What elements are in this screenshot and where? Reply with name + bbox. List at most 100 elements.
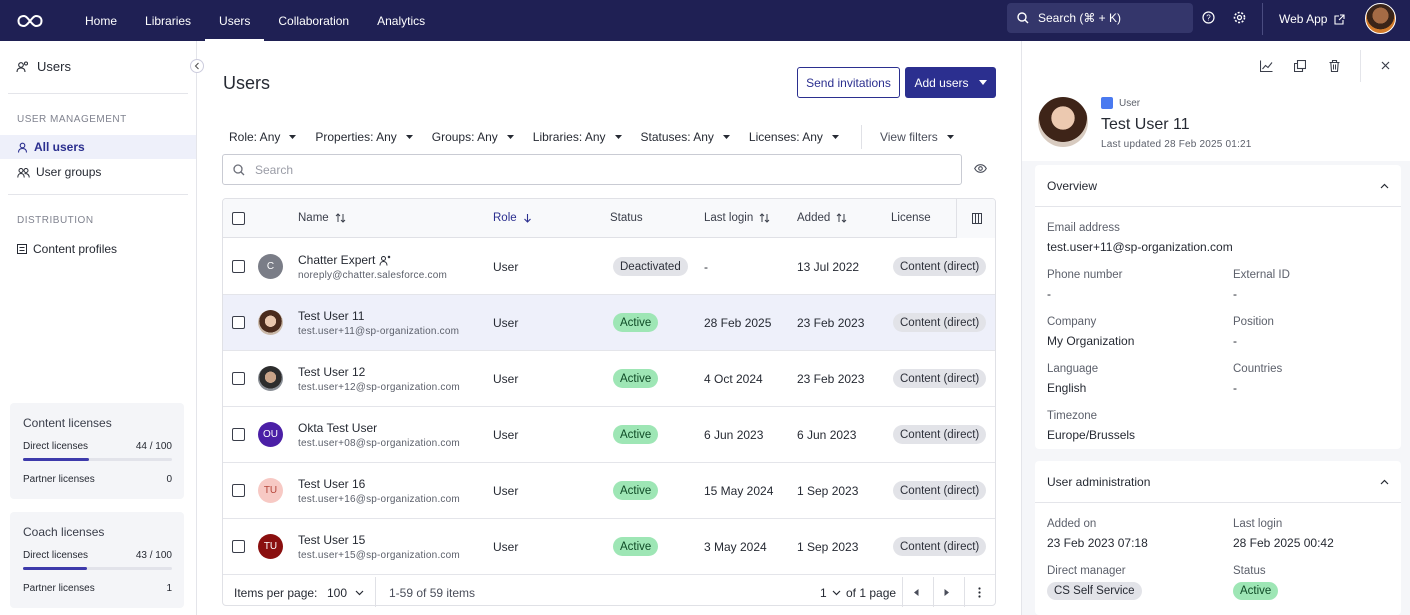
caret-down-icon [831, 135, 839, 139]
email-value: test.user+11@sp-organization.com [1047, 240, 1233, 254]
search-input[interactable] [255, 162, 935, 177]
row-checkbox[interactable] [232, 428, 245, 441]
row-checkbox[interactable] [232, 316, 245, 329]
column-status[interactable]: Status [610, 212, 643, 224]
filter-statuses[interactable]: Statuses: Any [641, 130, 730, 144]
user-name[interactable]: Okta Test User [298, 421, 378, 435]
status-badge: Active [613, 425, 659, 444]
help-icon[interactable]: ? [1202, 11, 1215, 24]
left-sidebar: Users USER MANAGEMENT All users User gro… [0, 41, 204, 615]
prev-page-button[interactable] [914, 589, 919, 596]
user-name[interactable]: Test User 11 [298, 309, 365, 323]
added-date: 23 Feb 2023 [797, 316, 865, 330]
global-search[interactable]: Search (⌘ + K) [1007, 3, 1193, 33]
web-app-link[interactable]: Web App [1279, 12, 1346, 26]
direct-manager-label: Direct manager [1047, 565, 1126, 577]
caret-down-icon [722, 135, 730, 139]
user-name[interactable]: Test User 12 [298, 365, 366, 379]
direct-manager-chip[interactable]: CS Self Service [1047, 582, 1142, 600]
caret-down-icon [405, 135, 413, 139]
user-administration-header[interactable]: User administration [1035, 461, 1401, 503]
nav-home[interactable]: Home [85, 13, 118, 28]
filter-role[interactable]: Role: Any [229, 130, 297, 144]
panel-user-header: User Test User 11 Last updated 28 Feb 20… [1022, 93, 1410, 161]
countries-label: Countries [1233, 363, 1283, 375]
last-login: 28 Feb 2025 [704, 316, 772, 330]
users-icon [16, 61, 29, 73]
user-name[interactable]: Test User 15 [298, 533, 366, 547]
caret-down-icon [614, 135, 622, 139]
page-number: 1 [820, 586, 827, 600]
page-select[interactable]: 1 [820, 586, 841, 600]
select-all-checkbox[interactable] [232, 212, 245, 225]
row-checkbox[interactable] [232, 372, 245, 385]
column-role[interactable]: Role [493, 212, 532, 224]
app-logo-icon[interactable] [17, 14, 47, 28]
users-table: Name Role Status Last login Added Licens… [222, 198, 996, 606]
send-invitations-button[interactable]: Send invitations [797, 67, 900, 98]
filter-properties[interactable]: Properties: Any [315, 130, 413, 144]
current-user-avatar[interactable] [1365, 3, 1396, 34]
nav-users[interactable]: Users [205, 0, 265, 41]
caret-down-icon [946, 135, 954, 139]
sidebar-title: Users [37, 59, 71, 74]
items-per-page-select[interactable]: 100 [327, 586, 364, 600]
overview-card: Overview Email address test.user+11@sp-o… [1035, 165, 1401, 449]
user-name[interactable]: Chatter Expert [298, 253, 391, 267]
caret-down-icon [978, 80, 987, 85]
next-page-button[interactable] [944, 589, 949, 596]
overview-header[interactable]: Overview [1035, 165, 1401, 207]
table-row[interactable]: C Chatter Expert noreply@chatter.salesfo… [223, 239, 995, 295]
user-icon [17, 142, 28, 153]
filter-divider [860, 125, 862, 149]
added-on-label: Added on [1047, 518, 1097, 530]
column-settings-button[interactable] [956, 199, 995, 238]
table-row[interactable]: TU Test User 15 test.user+15@sp-organiza… [223, 519, 995, 575]
view-filters-button[interactable]: View filters [880, 130, 954, 144]
last-login: 15 May 2024 [704, 484, 774, 498]
add-users-button[interactable]: Add users [905, 67, 996, 98]
row-checkbox[interactable] [232, 540, 245, 553]
column-license[interactable]: License [891, 212, 931, 224]
column-last-login[interactable]: Last login [704, 212, 770, 224]
filter-licenses[interactable]: Licenses: Any [749, 130, 839, 144]
external-id-label: External ID [1233, 269, 1290, 281]
avatar [258, 366, 283, 391]
sidebar-item-label: User groups [36, 165, 102, 179]
filter-libraries[interactable]: Libraries: Any [533, 130, 622, 144]
table-row[interactable]: Test User 12 test.user+12@sp-organizatio… [223, 351, 995, 407]
nav-collaboration[interactable]: Collaboration [278, 13, 350, 28]
added-on-value: 23 Feb 2023 07:18 [1047, 536, 1148, 550]
trash-icon[interactable] [1329, 60, 1340, 72]
filter-label: Libraries: Any [532, 130, 606, 144]
row-checkbox[interactable] [232, 484, 245, 497]
gear-icon[interactable] [1233, 11, 1246, 24]
more-options-icon[interactable] [978, 587, 981, 598]
column-added[interactable]: Added [797, 212, 847, 224]
collapse-sidebar-button[interactable] [190, 59, 204, 73]
sidebar-item-all-users[interactable]: All users [0, 135, 196, 159]
avatar: TU [258, 478, 283, 503]
user-name[interactable]: Test User 16 [298, 477, 366, 491]
sidebar-item-user-groups[interactable]: User groups [0, 160, 196, 184]
content-direct-licenses: Direct licenses 44 / 100 [23, 441, 172, 452]
column-label: Status [610, 212, 643, 224]
nav-analytics[interactable]: Analytics [377, 13, 426, 28]
close-icon[interactable] [1381, 61, 1390, 70]
copy-icon[interactable] [1294, 60, 1306, 72]
partner-licenses-value: 1 [166, 583, 172, 594]
filter-groups[interactable]: Groups: Any [432, 130, 514, 144]
eye-icon[interactable] [974, 164, 987, 173]
table-row[interactable]: OU Okta Test User test.user+08@sp-organi… [223, 407, 995, 463]
column-name[interactable]: Name [298, 212, 346, 224]
nav-libraries[interactable]: Libraries [145, 13, 192, 28]
analytics-icon[interactable] [1260, 60, 1273, 72]
column-label: Added [797, 212, 831, 224]
row-checkbox[interactable] [232, 260, 245, 273]
search-icon [233, 163, 245, 176]
added-date: 1 Sep 2023 [797, 540, 859, 554]
partner-licenses-label: Partner licenses [23, 474, 95, 485]
table-row[interactable]: Test User 11 test.user+11@sp-organizatio… [223, 295, 995, 351]
sidebar-item-content-profiles[interactable]: Content profiles [0, 237, 196, 261]
table-row[interactable]: TU Test User 16 test.user+16@sp-organiza… [223, 463, 995, 519]
